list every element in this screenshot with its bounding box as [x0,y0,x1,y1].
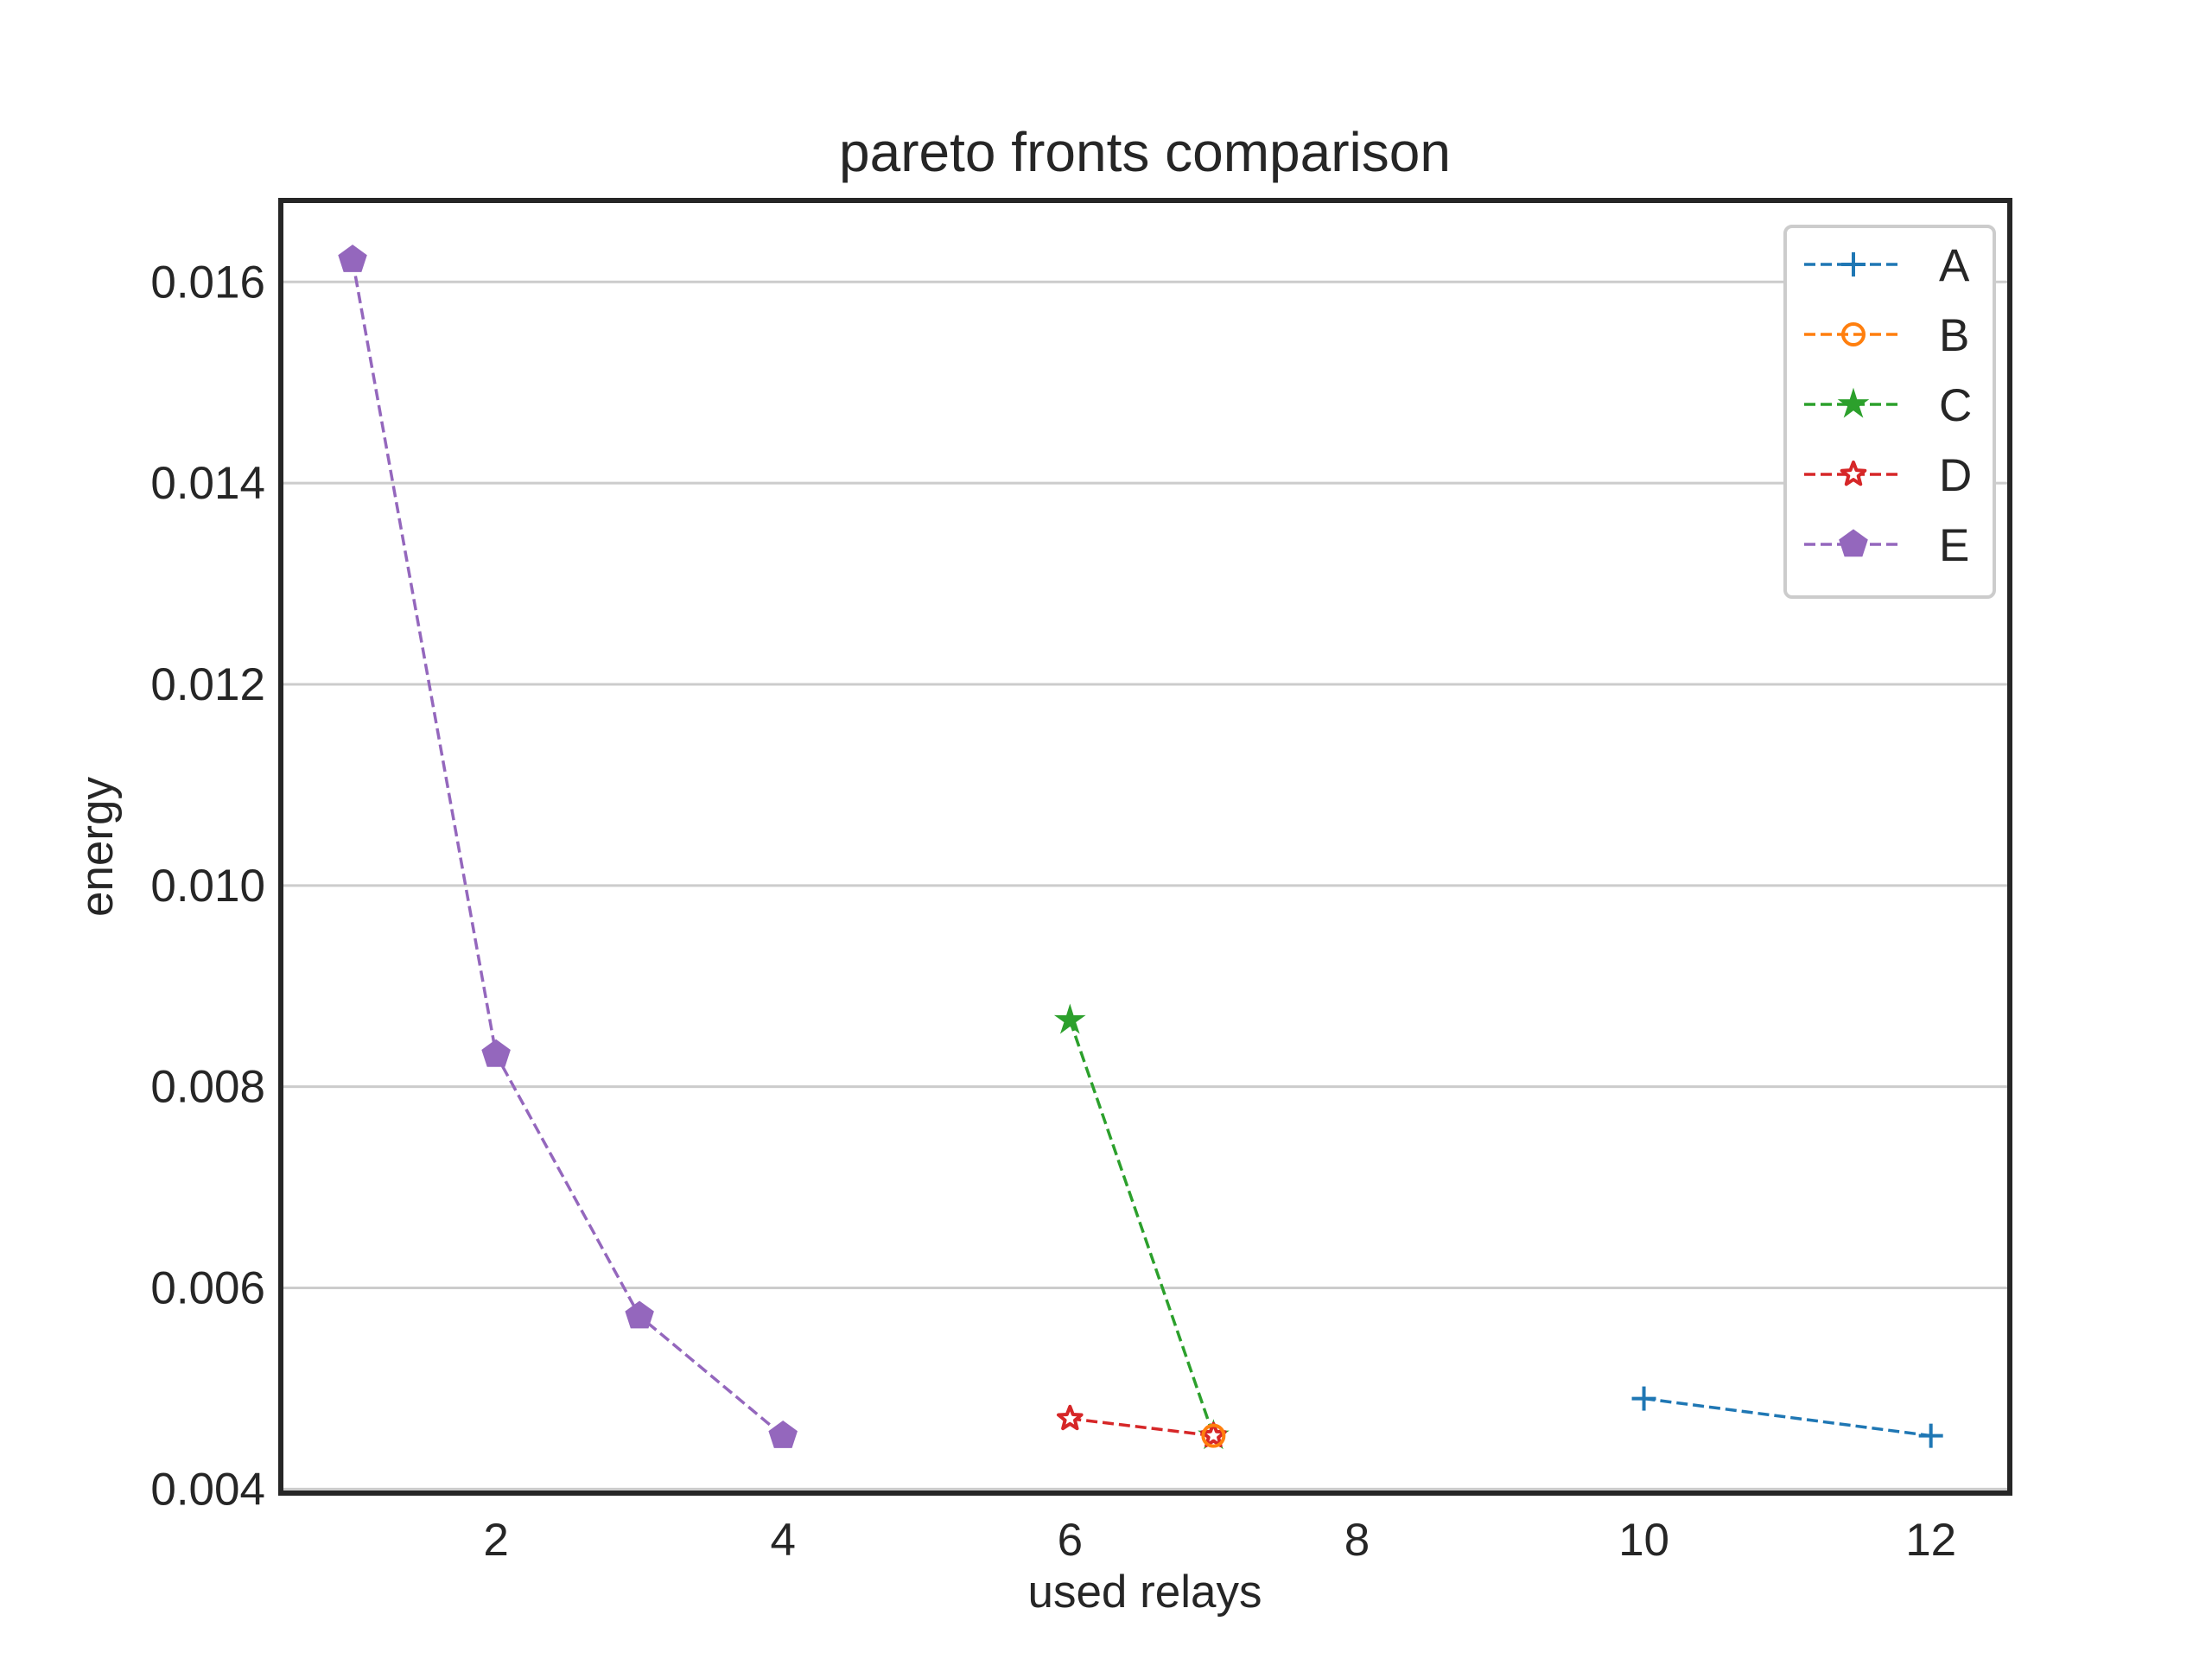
legend-marker [1839,529,1868,557]
chart-title: pareto fronts comparison [839,121,1451,183]
legend-label: B [1939,310,1969,361]
legend-item: B [1804,310,1969,361]
y-tick-label: 0.016 [150,257,265,308]
x-tick-label: 12 [1905,1515,1956,1566]
legend-label: E [1939,520,1969,571]
series-line [1070,1417,1214,1438]
y-tick-labels: 0.004 0.006 0.008 0.010 0.012 0.014 0.016 [150,257,265,1515]
series-B [1201,1423,1226,1448]
x-tick-label: 10 [1618,1515,1669,1566]
data-point [481,1039,511,1067]
x-tick-label: 2 [483,1515,508,1566]
data-point [1201,1423,1226,1448]
x-tick-label: 8 [1344,1515,1370,1566]
series-C [1053,1003,1230,1450]
y-tick-label: 0.004 [150,1464,265,1515]
legend-marker [1840,461,1867,486]
grid [281,280,2010,1491]
legend-label: A [1939,240,1970,291]
legend-item: E [1804,520,1969,571]
series-A [1631,1386,1943,1448]
x-tick-label: 4 [770,1515,795,1566]
y-tick-label: 0.008 [150,1062,265,1113]
series-layer [338,245,1943,1450]
y-tick-label: 0.012 [150,659,265,710]
legend-item: D [1804,450,1972,501]
legend-item: A [1804,240,1970,291]
plot-frame [278,198,2012,1496]
data-point [1053,1003,1086,1034]
x-axis-label: used relays [1027,1567,1262,1618]
data-point [1631,1386,1656,1411]
data-point [625,1300,654,1329]
data-point [768,1420,798,1448]
legend-marker [1841,322,1866,346]
series-line [351,259,785,1437]
legend-box [1783,225,1996,599]
legend-marker [1841,252,1866,276]
data-point [1057,1404,1084,1431]
x-tick-label: 6 [1058,1515,1083,1566]
data-point [338,245,367,272]
legend-item: C [1804,380,1972,431]
y-tick-label: 0.010 [150,861,265,912]
legend-label: C [1939,380,1972,431]
data-point [1918,1423,1943,1448]
series-line [1643,1396,1931,1438]
y-tick-label: 0.006 [150,1263,265,1314]
series-line [1068,1020,1216,1437]
y-tick-label: 0.014 [150,458,265,509]
series-D [1057,1404,1227,1447]
legend-label: D [1939,450,1972,501]
y-axis-label: energy [72,776,123,917]
x-tick-labels: 2 4 6 8 10 12 [483,1515,1956,1566]
legend-marker [1837,387,1870,418]
series-E [338,245,798,1448]
